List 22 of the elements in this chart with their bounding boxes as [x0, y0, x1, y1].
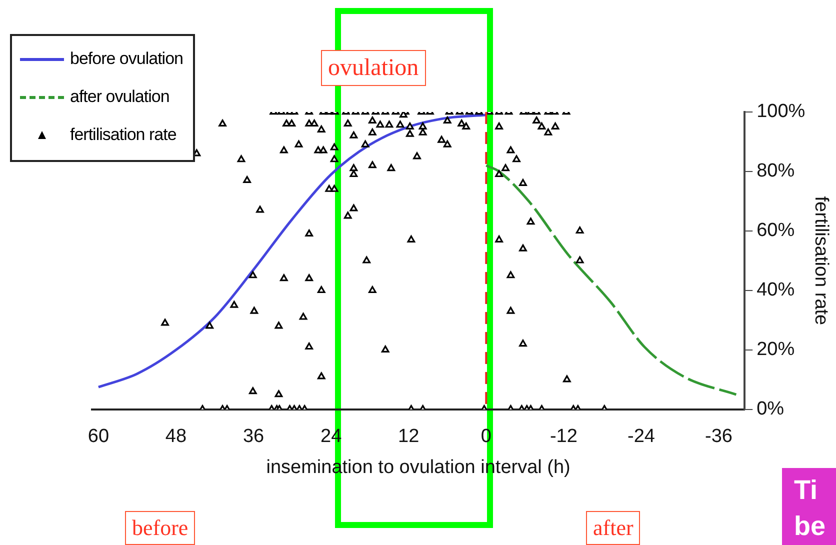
x-tick-label: 60 — [88, 426, 110, 448]
x-tick-label: 48 — [165, 426, 187, 448]
y-tick-label: 0% — [756, 398, 784, 420]
y-tick-label: 60% — [756, 220, 795, 242]
x-tick-label: 12 — [398, 426, 420, 448]
y-tick-label: 40% — [756, 280, 795, 301]
legend-label: after ovulation — [70, 87, 170, 107]
y-axis-title: fertilisation rate — [810, 196, 832, 326]
y-tick-label: 100% — [756, 101, 806, 122]
legend-label: before ovulation — [70, 49, 183, 69]
x-tick-label: 36 — [242, 426, 264, 448]
x-tick-label: -36 — [705, 426, 732, 448]
x-tick-label: -24 — [627, 426, 656, 448]
text: after — [586, 511, 640, 545]
text: Ti be — [794, 474, 826, 543]
legend-label: fertilisation rate — [70, 125, 176, 145]
x-tick-label: -12 — [550, 426, 578, 448]
text: ovulation — [321, 50, 426, 86]
y-tick-label: 20% — [756, 339, 795, 360]
text: before — [125, 511, 196, 545]
y-tick-label: 80% — [756, 160, 795, 182]
line-series — [484, 164, 738, 396]
